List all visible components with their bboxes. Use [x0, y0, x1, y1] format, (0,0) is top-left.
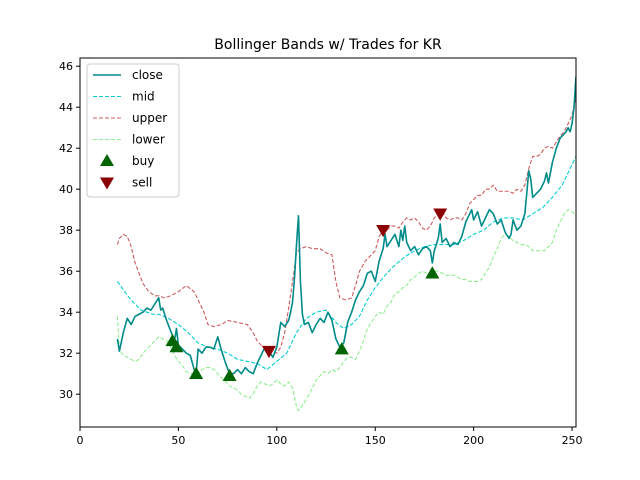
legend-label-close: close	[132, 68, 163, 82]
x-tick-label-200: 200	[463, 434, 484, 447]
series-line-close	[116, 76, 576, 375]
axes: 0 50 100 150 200 250 30 32 34 36 38 40 42 44 46	[59, 57, 583, 447]
chart-title: Bollinger Bands w/ Trades for KR	[214, 37, 442, 53]
plot-frame	[79, 57, 577, 428]
buy-marker-2	[169, 340, 184, 353]
sell-marker-3	[433, 208, 448, 221]
y-tick-label-36: 36	[59, 265, 73, 278]
legend-marker-sell	[100, 177, 114, 190]
buy-marker-5	[334, 342, 349, 355]
legend-label-buy: buy	[132, 154, 154, 168]
y-tick-label-38: 38	[59, 224, 73, 237]
buy-marker-6	[425, 266, 440, 279]
x-tick-label-250: 250	[562, 434, 583, 447]
legend-label-mid: mid	[132, 90, 155, 104]
sell-marker-1	[261, 345, 276, 359]
y-tick-label-34: 34	[59, 306, 73, 319]
x-tick-label-0: 0	[77, 434, 84, 447]
legend-marker-buy	[100, 154, 114, 166]
y-tick-label-32: 32	[59, 347, 73, 360]
legend-label-lower: lower	[132, 133, 165, 147]
x-tick-label-50: 50	[171, 434, 185, 447]
x-tick-label-100: 100	[266, 434, 287, 447]
series-line-upper	[116, 96, 576, 354]
y-tick-label-40: 40	[59, 183, 73, 196]
legend-label-sell: sell	[132, 176, 152, 190]
buy-marker-4	[222, 368, 237, 381]
plot-area	[116, 76, 576, 412]
legend-label-upper: upper	[132, 111, 167, 125]
series-line-mid	[116, 156, 576, 371]
y-tick-label-44: 44	[59, 101, 73, 114]
buy-marker-3	[189, 366, 204, 379]
legend: close mid upper lower buy sell	[86, 63, 180, 198]
sell-marker-2	[376, 224, 391, 238]
y-tick-label-42: 42	[59, 142, 73, 155]
series-line-lower	[116, 209, 576, 412]
series-group	[116, 76, 576, 412]
x-tick-label-150: 150	[365, 434, 386, 447]
y-tick-label-46: 46	[59, 60, 73, 73]
y-tick-label-30: 30	[59, 388, 73, 401]
